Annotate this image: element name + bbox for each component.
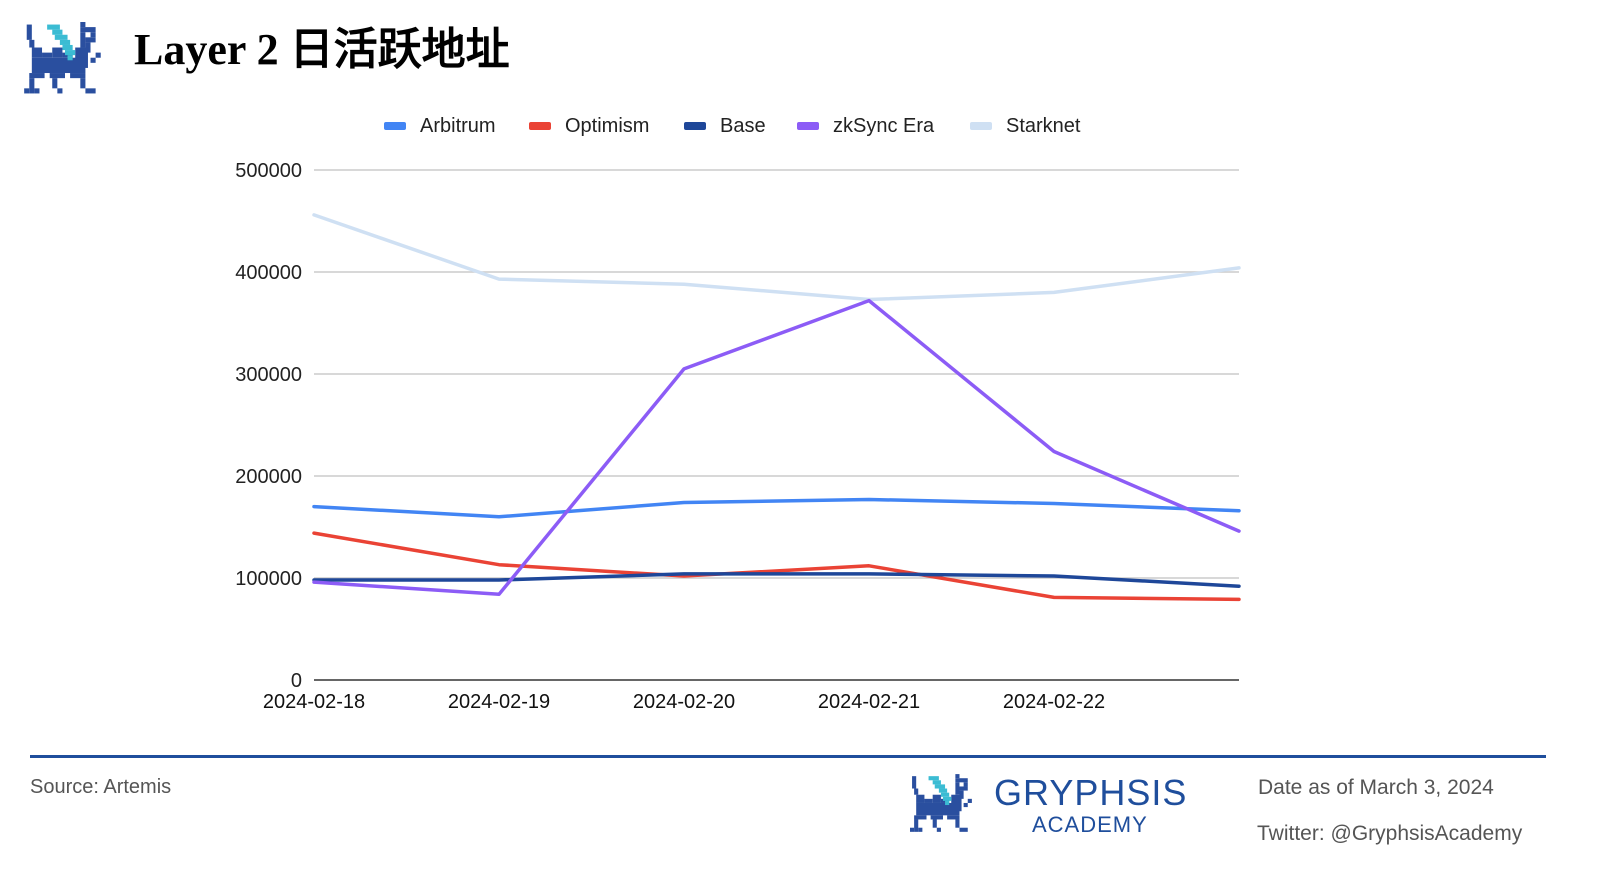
twitter-handle: Twitter: @GryphsisAcademy: [1257, 822, 1523, 845]
legend-item-zksync-era: zkSync Era: [797, 112, 934, 140]
legend-swatch-icon: [797, 122, 819, 130]
brand-name: GRYPHSIS: [994, 772, 1188, 813]
line-chart: 0 100000 200000 300000 400000 500000 2024-02-…: [235, 160, 1241, 713]
y-tick-label: 100000: [235, 568, 302, 590]
y-tick-label: 200000: [235, 466, 302, 488]
legend-label: zkSync Era: [833, 114, 935, 137]
x-tick-label: 2024-02-21: [818, 691, 920, 713]
source-note: Source: Artemis: [30, 776, 172, 798]
x-tick-label: 2024-02-18: [263, 691, 365, 713]
y-tick-label: 500000: [235, 160, 302, 182]
legend-swatch-icon: [529, 122, 551, 130]
y-tick-label: 0: [291, 670, 302, 692]
page-title: Layer 2 日活跃地址: [134, 25, 510, 74]
x-tick-label: 2024-02-19: [448, 691, 550, 713]
legend-label: Optimism: [565, 114, 650, 137]
y-tick-label: 300000: [235, 364, 302, 386]
chart-legend: Arbitrum Optimism Base zkSync Era Starkn…: [0, 112, 1600, 140]
legend-label: Starknet: [1006, 114, 1081, 137]
legend-swatch-icon: [684, 122, 706, 130]
y-axis-ticks: 0 100000 200000 300000 400000 500000: [235, 160, 302, 692]
series-line-optimism: [312, 531, 1241, 602]
legend-label: Base: [720, 114, 766, 137]
chart-series: [312, 213, 1241, 602]
date-note: Date as of March 3, 2024: [1258, 776, 1494, 799]
x-tick-label: 2024-02-20: [633, 691, 735, 713]
gryphon-logo-icon: [24, 22, 101, 94]
series-line-arbitrum: [312, 497, 1241, 519]
chart-gridlines: [314, 169, 1239, 579]
gryphsis-logo-icon: [910, 774, 972, 832]
x-tick-label: 2024-02-22: [1003, 691, 1105, 713]
legend-item-arbitrum: Arbitrum: [384, 112, 496, 140]
series-line-zksync-era: [312, 298, 1241, 597]
legend-swatch-icon: [970, 122, 992, 130]
legend-item-optimism: Optimism: [529, 112, 649, 140]
series-line-starknet: [312, 213, 1241, 302]
brand-subtitle: ACADEMY: [1032, 812, 1148, 837]
legend-swatch-icon: [384, 122, 406, 130]
series-line-base: [312, 572, 1241, 588]
legend-item-starknet: Starknet: [970, 112, 1080, 140]
x-axis-ticks: 2024-02-18 2024-02-19 2024-02-20 2024-02-21…: [263, 691, 1105, 713]
legend-item-base: Base: [684, 112, 766, 140]
footer-divider: [30, 755, 1546, 758]
y-tick-label: 400000: [235, 262, 302, 284]
legend-label: Arbitrum: [420, 114, 496, 137]
